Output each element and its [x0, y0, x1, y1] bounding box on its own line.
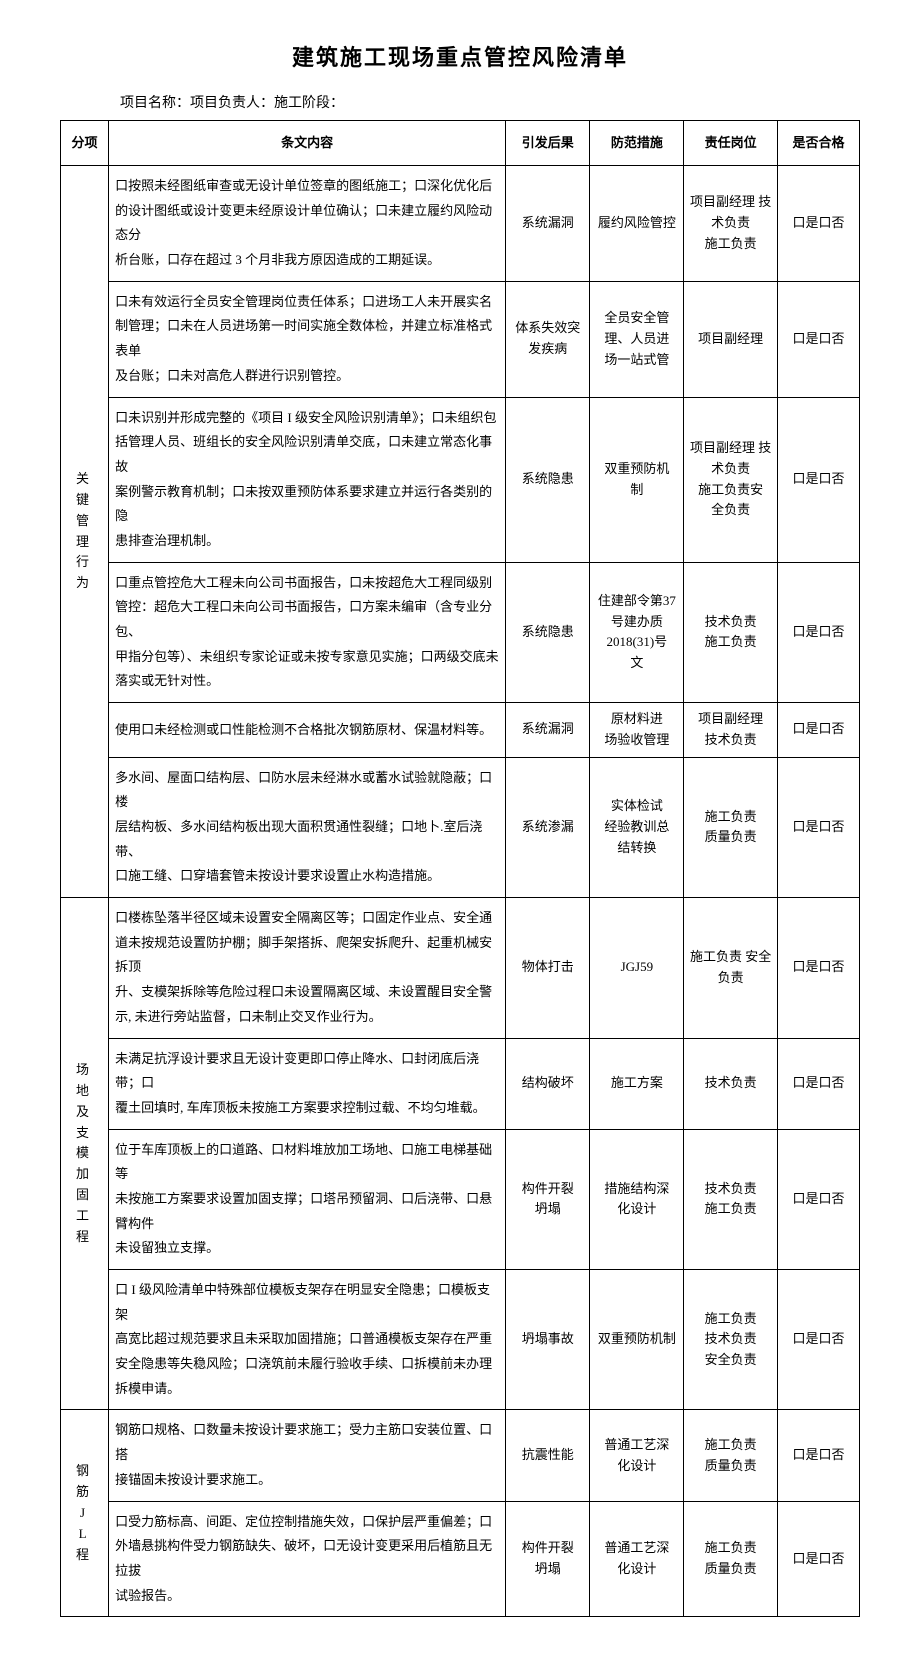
table-row: 口受力筋标高、间距、定位控制措施失效，口保护层严重偏差；口外墙悬挑构件受力钢筋缺… [61, 1501, 860, 1617]
result-cell: 系统隐患 [506, 397, 590, 562]
content-cell: 口楼栋坠落半径区域未设置安全隔离区等；口固定作业点、安全通道未按规范设置防护棚；… [109, 898, 506, 1038]
hdr-category: 分项 [61, 121, 109, 166]
role-cell: 技术负责施工负责 [684, 562, 778, 702]
table-row: 多水间、屋面口结构层、口防水层未经淋水或蓄水试验就隐蔽；口楼层结构板、多水间结构… [61, 757, 860, 897]
page-title: 建筑施工现场重点管控风险清单 [60, 40, 860, 72]
prevent-cell: 双重预防机制 [590, 397, 684, 562]
category-cell: 钢筋JL程 [61, 1410, 109, 1617]
prevent-cell: 施工方案 [590, 1038, 684, 1129]
content-cell: 钢筋口规格、口数量未按设计要求施工；受力主筋口安装位置、口搭接锚固未按设计要求施… [109, 1410, 506, 1501]
role-cell: 施工负责质量负责 [684, 1410, 778, 1501]
role-cell: 施工负责 安全负责 [684, 898, 778, 1038]
table-row: 口未识别并形成完整的《项目 I 级安全风险识别清单》；口未组织包括管理人员、班组… [61, 397, 860, 562]
content-cell: 位于车库顶板上的口道路、口材料堆放加工场地、口施工电梯基础等未按施工方案要求设置… [109, 1129, 506, 1269]
result-cell: 系统漏洞 [506, 166, 590, 282]
prevent-cell: 普通工艺深化设计 [590, 1501, 684, 1617]
table-row: 口 I 级风险清单中特殊部位模板支架存在明显安全隐患；口模板支架高宽比超过规范要… [61, 1270, 860, 1410]
check-cell: 口是口否 [778, 757, 860, 897]
table-row: 钢筋JL程钢筋口规格、口数量未按设计要求施工；受力主筋口安装位置、口搭接锚固未按… [61, 1410, 860, 1501]
prevent-cell: 措施结构深化设计 [590, 1129, 684, 1269]
table-row: 口未有效运行全员安全管理岗位责任体系；口进场工人未开展实名制管理；口未在人员进场… [61, 281, 860, 397]
prevent-cell: 原材料进场验收管理 [590, 703, 684, 758]
check-cell: 口是口否 [778, 703, 860, 758]
check-cell: 口是口否 [778, 397, 860, 562]
content-cell: 口 I 级风险清单中特殊部位模板支架存在明显安全隐患；口模板支架高宽比超过规范要… [109, 1270, 506, 1410]
content-cell: 多水间、屋面口结构层、口防水层未经淋水或蓄水试验就隐蔽；口楼层结构板、多水间结构… [109, 757, 506, 897]
prevent-cell: 住建部令第37 号建办质2018(31)号文 [590, 562, 684, 702]
role-cell: 项目副经理 技术负责施工负责 [684, 166, 778, 282]
role-cell: 技术负责施工负责 [684, 1129, 778, 1269]
hdr-role: 责任岗位 [684, 121, 778, 166]
result-cell: 体系失效突发疾病 [506, 281, 590, 397]
check-cell: 口是口否 [778, 1129, 860, 1269]
check-cell: 口是口否 [778, 1501, 860, 1617]
role-cell: 技术负责 [684, 1038, 778, 1129]
check-cell: 口是口否 [778, 1038, 860, 1129]
result-cell: 构件开裂坍塌 [506, 1129, 590, 1269]
prevent-cell: JGJ59 [590, 898, 684, 1038]
check-cell: 口是口否 [778, 1270, 860, 1410]
category-cell: 场地及支模加固工程 [61, 898, 109, 1410]
role-cell: 项目副经理 [684, 281, 778, 397]
content-cell: 口重点管控危大工程未向公司书面报告，口未按超危大工程同级别管控：超危大工程口未向… [109, 562, 506, 702]
role-cell: 施工负责质量负责 [684, 757, 778, 897]
risk-table: 分项 条文内容 引发后果 防范措施 责任岗位 是否合格 关键管理行为口按照未经图… [60, 120, 860, 1617]
content-cell: 口未识别并形成完整的《项目 I 级安全风险识别清单》；口未组织包括管理人员、班组… [109, 397, 506, 562]
result-cell: 物体打击 [506, 898, 590, 1038]
table-row: 使用口未经检测或口性能检测不合格批次钢筋原材、保温材料等。系统漏洞原材料进场验收… [61, 703, 860, 758]
role-cell: 施工负责技术负责安全负责 [684, 1270, 778, 1410]
hdr-check: 是否合格 [778, 121, 860, 166]
check-cell: 口是口否 [778, 281, 860, 397]
prevent-cell: 双重预防机制 [590, 1270, 684, 1410]
check-cell: 口是口否 [778, 1410, 860, 1501]
content-cell: 未满足抗浮设计要求且无设计变更即口停止降水、口封闭底后浇带；口覆土回填时, 车库… [109, 1038, 506, 1129]
prevent-cell: 全员安全管理、人员进场一站式管 [590, 281, 684, 397]
prevent-cell: 普通工艺深化设计 [590, 1410, 684, 1501]
hdr-result: 引发后果 [506, 121, 590, 166]
table-row: 位于车库顶板上的口道路、口材料堆放加工场地、口施工电梯基础等未按施工方案要求设置… [61, 1129, 860, 1269]
role-cell: 施工负责质量负责 [684, 1501, 778, 1617]
table-row: 未满足抗浮设计要求且无设计变更即口停止降水、口封闭底后浇带；口覆土回填时, 车库… [61, 1038, 860, 1129]
header-row: 分项 条文内容 引发后果 防范措施 责任岗位 是否合格 [61, 121, 860, 166]
content-cell: 口受力筋标高、间距、定位控制措施失效，口保护层严重偏差；口外墙悬挑构件受力钢筋缺… [109, 1501, 506, 1617]
subtitle: 项目名称：项目负责人：施工阶段： [120, 92, 860, 112]
hdr-content: 条文内容 [109, 121, 506, 166]
role-cell: 项目副经理 技术负责施工负责安全负责 [684, 397, 778, 562]
hdr-prevent: 防范措施 [590, 121, 684, 166]
table-row: 场地及支模加固工程口楼栋坠落半径区域未设置安全隔离区等；口固定作业点、安全通道未… [61, 898, 860, 1038]
prevent-cell: 履约风险管控 [590, 166, 684, 282]
result-cell: 系统隐患 [506, 562, 590, 702]
result-cell: 抗震性能 [506, 1410, 590, 1501]
check-cell: 口是口否 [778, 166, 860, 282]
result-cell: 系统渗漏 [506, 757, 590, 897]
prevent-cell: 实体检试经验教训总结转换 [590, 757, 684, 897]
content-cell: 使用口未经检测或口性能检测不合格批次钢筋原材、保温材料等。 [109, 703, 506, 758]
check-cell: 口是口否 [778, 898, 860, 1038]
result-cell: 坍塌事故 [506, 1270, 590, 1410]
result-cell: 结构破坏 [506, 1038, 590, 1129]
result-cell: 系统漏洞 [506, 703, 590, 758]
role-cell: 项目副经理技术负责 [684, 703, 778, 758]
result-cell: 构件开裂坍塌 [506, 1501, 590, 1617]
content-cell: 口按照未经图纸审查或无设计单位签章的图纸施工；口深化优化后的设计图纸或设计变更未… [109, 166, 506, 282]
category-cell: 关键管理行为 [61, 166, 109, 898]
table-row: 关键管理行为口按照未经图纸审查或无设计单位签章的图纸施工；口深化优化后的设计图纸… [61, 166, 860, 282]
table-row: 口重点管控危大工程未向公司书面报告，口未按超危大工程同级别管控：超危大工程口未向… [61, 562, 860, 702]
content-cell: 口未有效运行全员安全管理岗位责任体系；口进场工人未开展实名制管理；口未在人员进场… [109, 281, 506, 397]
check-cell: 口是口否 [778, 562, 860, 702]
